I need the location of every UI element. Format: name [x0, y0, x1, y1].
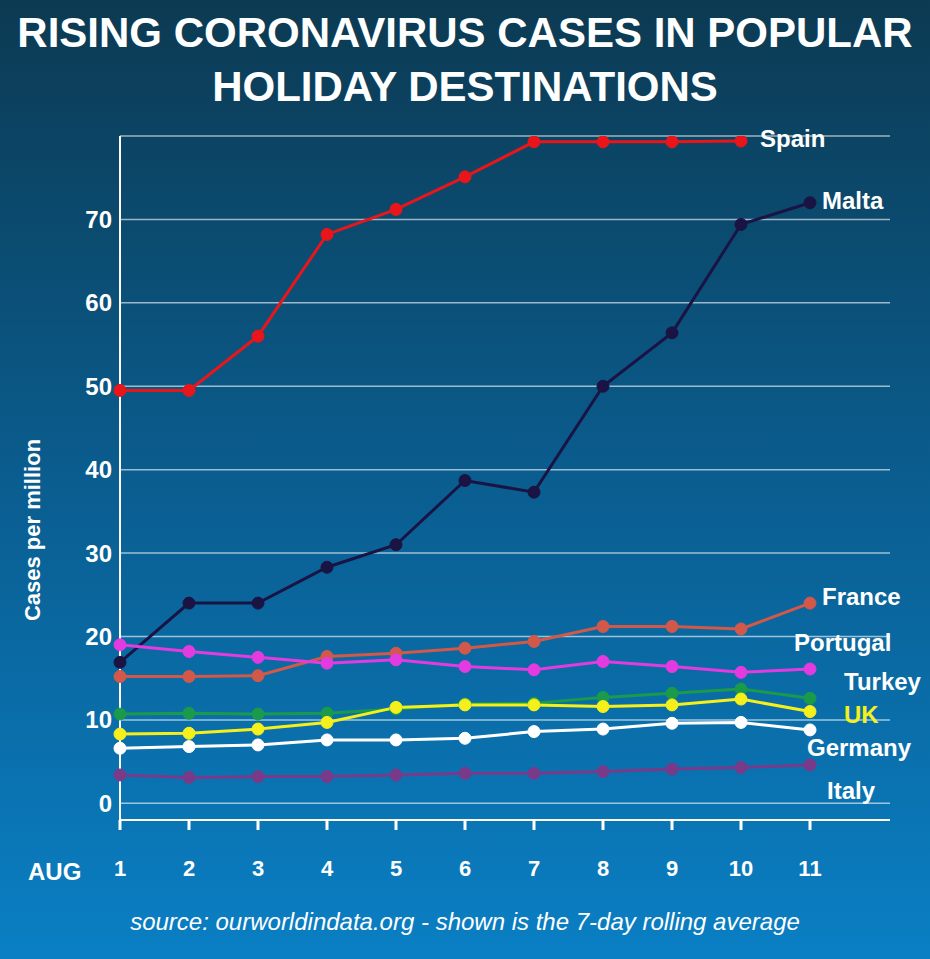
svg-text:10: 10 — [729, 856, 753, 881]
svg-text:Turkey: Turkey — [844, 668, 922, 695]
svg-text:9: 9 — [666, 856, 678, 881]
svg-text:Portugal: Portugal — [794, 629, 891, 656]
svg-text:70: 70 — [85, 206, 112, 233]
svg-text:40: 40 — [85, 456, 112, 483]
html-text:RISING CORONAVIRUS CASES IN PO: RISING CORONAVIRUS CASES IN POPULAR HOLI… — [17, 9, 913, 110]
svg-text:10: 10 — [85, 706, 112, 733]
svg-text:5: 5 — [390, 856, 402, 881]
svg-text:8: 8 — [597, 856, 609, 881]
svg-text:Spain: Spain — [760, 125, 825, 152]
svg-text:0: 0 — [99, 790, 112, 817]
svg-text:Malta: Malta — [822, 187, 884, 214]
svg-text:30: 30 — [85, 540, 112, 567]
svg-text:UK: UK — [844, 701, 879, 728]
svg-text:3: 3 — [252, 856, 264, 881]
svg-text:Italy: Italy — [827, 777, 876, 804]
svg-text:2: 2 — [183, 856, 195, 881]
svg-text:11: 11 — [798, 856, 821, 881]
svg-text:60: 60 — [85, 289, 112, 316]
svg-text:4: 4 — [321, 856, 334, 881]
svg-text:20: 20 — [85, 623, 112, 650]
svg-text:6: 6 — [459, 856, 471, 881]
html-text:AUG: AUG — [28, 858, 82, 885]
html-text:source: ourworldindata.org - s: source: ourworldindata.org - shown is th… — [130, 908, 800, 935]
svg-text:1: 1 — [114, 856, 126, 881]
svg-text:Germany: Germany — [807, 734, 912, 761]
svg-text:50: 50 — [85, 373, 112, 400]
svg-text:France: France — [822, 583, 901, 610]
svg-text:7: 7 — [528, 856, 540, 881]
html-text:Cases per million: Cases per million — [20, 438, 45, 622]
